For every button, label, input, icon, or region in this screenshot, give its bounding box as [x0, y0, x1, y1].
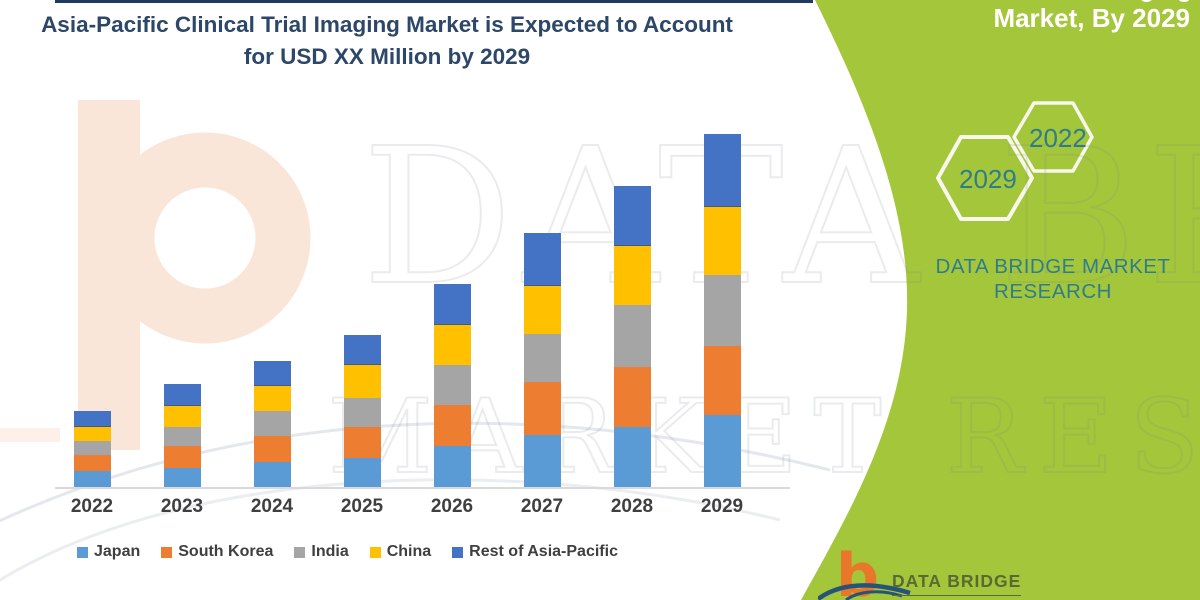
- watermark-b-icon: [0, 100, 311, 450]
- legend-item: China: [369, 543, 432, 561]
- bar-segment: [433, 284, 471, 325]
- bar-segment: [343, 335, 381, 365]
- bar-segment: [613, 427, 651, 487]
- hexagon-2022-label: 2022: [1029, 123, 1087, 153]
- bar-segment: [523, 233, 561, 286]
- bar-segment: [433, 446, 471, 487]
- stacked-bar-2024: [253, 361, 291, 487]
- x-axis-label: 2029: [700, 496, 744, 517]
- legend-label: Rest of Asia-Pacific: [469, 543, 618, 560]
- bar-segment: [613, 186, 651, 246]
- legend-label: South Korea: [178, 543, 274, 560]
- legend-swatch: [294, 546, 306, 558]
- bar-segment: [433, 405, 471, 446]
- stacked-bar-2027: [523, 233, 561, 487]
- logo-text-clipped: MARKET RESEARCH: [892, 597, 1054, 600]
- bar-segment: [253, 462, 291, 487]
- bar-segment: [343, 398, 381, 427]
- footer-logo: b DATA BRIDGE MARKET RESEARCH: [818, 546, 1200, 600]
- banner-title: Market, By 2029: [993, 3, 1190, 33]
- page-title: Asia-Pacific Clinical Trial Imaging Mark…: [27, 9, 747, 73]
- bar-segment: [613, 367, 651, 427]
- bar-segment: [523, 334, 561, 382]
- legend-swatch: [369, 546, 381, 558]
- bar-segment: [343, 365, 381, 398]
- stacked-bar-2022: [73, 411, 111, 487]
- bar-segment: [433, 365, 471, 405]
- bar-segment: [163, 427, 201, 446]
- bar-segment: [253, 386, 291, 411]
- stacked-bar-2023: [163, 384, 201, 487]
- bar-segment: [73, 441, 111, 455]
- legend-item: Japan: [77, 543, 140, 561]
- x-axis-label: 2027: [520, 496, 564, 517]
- banner-clipped-line: Imaging: [1096, 0, 1192, 4]
- bar-segment: [703, 134, 741, 207]
- bar-segment: [253, 436, 291, 462]
- stacked-bar-2025: [343, 335, 381, 487]
- stacked-bar-2028: [613, 186, 651, 487]
- stacked-bar-2029: [703, 134, 741, 487]
- legend-label: China: [386, 543, 432, 560]
- bar-segment: [523, 382, 561, 435]
- legend-label: Japan: [94, 543, 141, 560]
- legend-item: India: [294, 543, 349, 561]
- brand-text: DATA BRIDGE MARKET RESEARCH: [928, 254, 1178, 304]
- x-axis-label: 2026: [430, 496, 474, 517]
- bar-segment: [703, 346, 741, 415]
- legend-swatch: [77, 546, 88, 558]
- bar-segment: [433, 325, 471, 365]
- x-axis-line: [55, 487, 790, 489]
- bar-segment: [523, 286, 561, 334]
- brand-text-line1: DATA BRIDGE MARKET: [935, 255, 1171, 278]
- logo-swoosh-icon: [818, 583, 911, 600]
- x-axis-label: 2025: [340, 496, 384, 517]
- legend-item: South Korea: [161, 543, 273, 561]
- bar-segment: [73, 471, 111, 487]
- bar-segment: [73, 411, 111, 427]
- bar-segment: [343, 427, 381, 458]
- x-axis-label: 2022: [70, 496, 114, 517]
- stacked-bar-2026: [433, 284, 471, 487]
- bar-segment: [253, 361, 291, 386]
- bar-segment: [613, 305, 651, 367]
- bar-segment: [163, 468, 201, 487]
- bar-segment: [613, 246, 651, 305]
- bar-segment: [163, 446, 201, 468]
- bar-segment: [163, 406, 201, 427]
- bar-segment: [703, 207, 741, 275]
- hexagon-2022-icon: [1012, 101, 1094, 173]
- bar-segment: [73, 455, 111, 471]
- legend-item: Rest of Asia-Pacific: [452, 543, 618, 561]
- x-axis-label: 2023: [160, 496, 204, 517]
- bar-segment: [253, 411, 291, 436]
- legend-swatch: [452, 546, 464, 558]
- hexagon-2029-label: 2029: [959, 164, 1017, 194]
- legend-swatch: [161, 546, 173, 558]
- page-title-line2: for USD XX Million by 2029: [243, 43, 531, 69]
- chart-legend: Japan South Korea India China Rest of Asia-P…: [77, 543, 618, 561]
- bar-segment: [703, 415, 741, 487]
- bar-segment: [523, 435, 561, 487]
- x-axis-label: 2028: [610, 496, 654, 517]
- brand-text-line2: RESEARCH: [994, 280, 1112, 303]
- hexagon-2029-icon: [936, 135, 1034, 221]
- bar-segment: [703, 275, 741, 346]
- legend-label: India: [311, 543, 349, 560]
- bar-segment: [73, 427, 111, 441]
- top-rule: [55, 0, 813, 3]
- x-axis-label: 2024: [250, 496, 294, 517]
- bar-segment: [163, 384, 201, 406]
- logo-text: DATA BRIDGE: [892, 571, 1022, 596]
- bar-segment: [343, 458, 381, 487]
- page-title-line1: Asia-Pacific Clinical Trial Imaging Mark…: [41, 12, 733, 37]
